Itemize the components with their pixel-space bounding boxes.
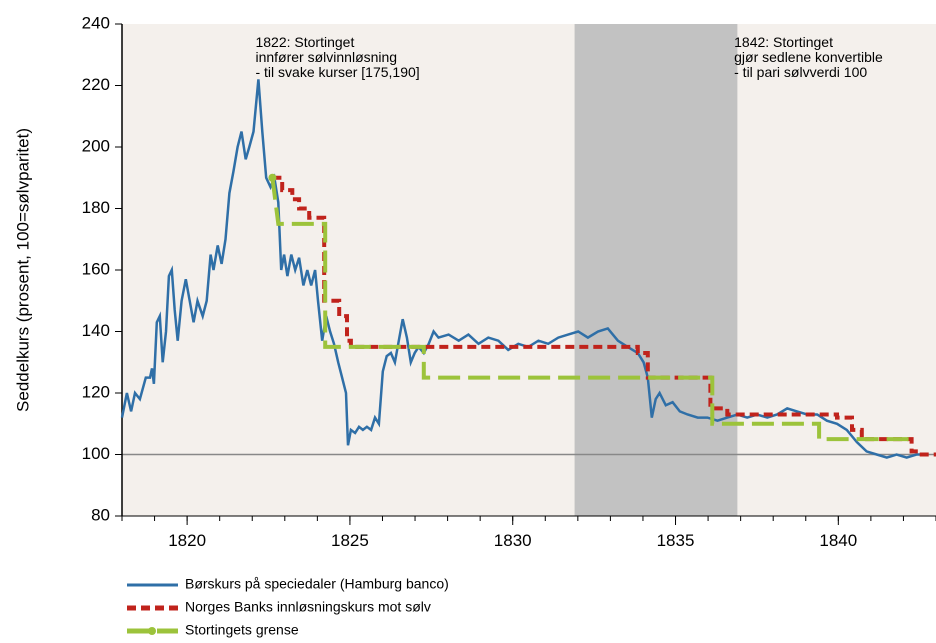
y-tick-label: 220	[82, 75, 110, 94]
annotation: 1842: Stortinget	[734, 34, 833, 50]
annotation: innfører sølvinnløsning	[255, 49, 397, 65]
x-tick-label: 1835	[657, 531, 695, 550]
highlight-band	[574, 24, 738, 516]
y-tick-label: 180	[82, 198, 110, 217]
legend-label: Norges Banks innløsningskurs mot sølv	[185, 599, 431, 615]
x-tick-label: 1840	[819, 531, 857, 550]
y-axis-label: Seddelkurs (prosent, 100=sølvparitet)	[13, 128, 32, 412]
x-tick-label: 1820	[168, 531, 206, 550]
annotation: gjør sedlene konvertible	[734, 49, 883, 65]
series-line	[120, 79, 927, 459]
y-tick-label: 100	[82, 444, 110, 463]
legend-label: Børskurs på speciedaler (Hamburg banco)	[185, 576, 449, 592]
annotation: - til pari sølvverdi 100	[734, 64, 867, 80]
annotation: 1822: Stortinget	[255, 34, 354, 50]
y-tick-label: 160	[82, 259, 110, 278]
x-tick-label: 1825	[331, 531, 369, 550]
plot-background	[122, 24, 936, 516]
y-tick-label: 140	[82, 321, 110, 340]
series-marker	[268, 173, 277, 182]
x-tick-label: 1830	[494, 531, 532, 550]
y-tick-label: 120	[82, 382, 110, 401]
y-tick-label: 80	[91, 505, 110, 524]
y-tick-label: 200	[82, 136, 110, 155]
legend-label: Stortingets grense	[185, 622, 299, 638]
annotation: - til svake kurser [175,190]	[255, 64, 419, 80]
legend-marker	[148, 627, 156, 635]
y-tick-label: 240	[82, 13, 110, 32]
series-line	[272, 175, 936, 457]
series-line	[270, 177, 912, 442]
